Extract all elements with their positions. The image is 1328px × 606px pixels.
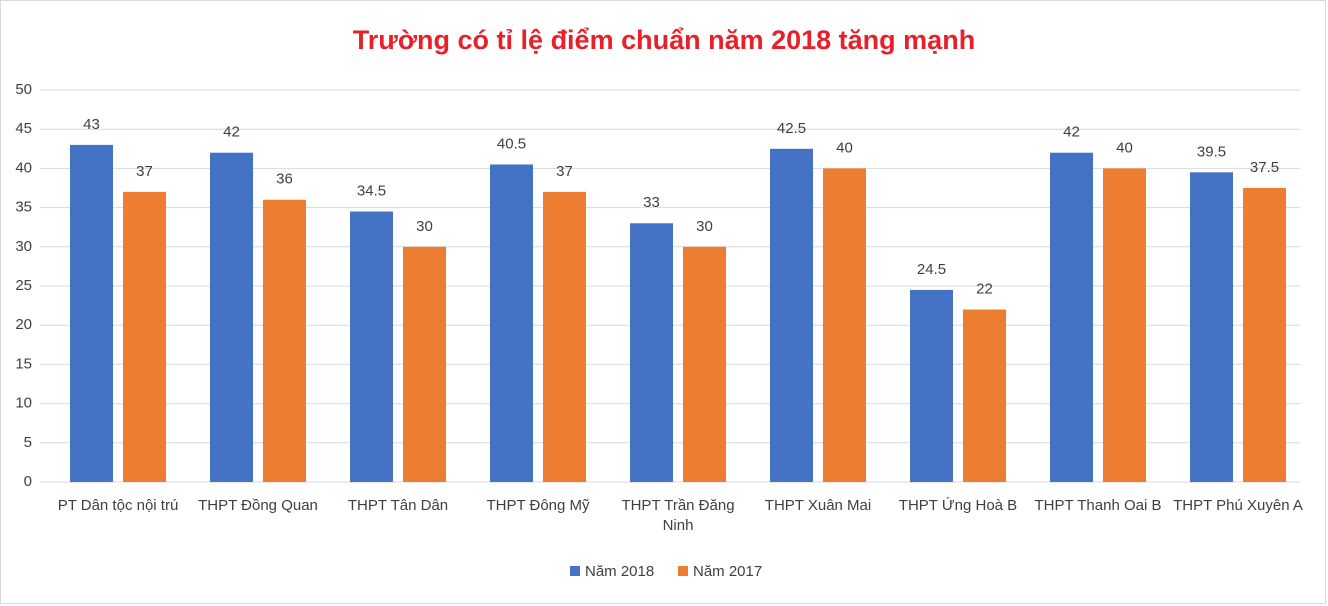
- bar: [1050, 152, 1093, 482]
- legend-label: Năm 2018: [585, 563, 654, 580]
- bar: [770, 148, 813, 483]
- value-label: 37.5: [1250, 159, 1279, 176]
- chart-title: Trường có tỉ lệ điểm chuẩn năm 2018 tăng…: [353, 25, 975, 55]
- value-label: 33: [643, 194, 660, 211]
- bar: [963, 309, 1006, 482]
- y-tick-label: 40: [15, 159, 32, 176]
- bar: [70, 144, 113, 482]
- bar: [910, 289, 953, 482]
- x-tick-label: THPT Xuân Mai: [764, 497, 872, 514]
- x-tick-label: THPT Phú Xuyên A: [1173, 497, 1303, 514]
- legend-swatch: [678, 566, 688, 576]
- value-label: 42: [223, 124, 240, 141]
- value-label: 22: [976, 280, 993, 297]
- bar: [1190, 172, 1233, 482]
- value-label: 40.5: [497, 135, 526, 152]
- x-tick-label: THPT Tân Dân: [347, 497, 449, 514]
- value-label: 40: [1116, 139, 1133, 156]
- y-tick-label: 50: [15, 81, 32, 98]
- bar: [490, 164, 533, 483]
- bar: [1103, 168, 1146, 482]
- value-label: 34.5: [357, 182, 386, 199]
- value-label: 43: [83, 116, 100, 133]
- bar: [263, 199, 306, 482]
- value-label: 42.5: [777, 120, 806, 137]
- x-tick-label: THPT Thanh Oai B: [1034, 497, 1162, 514]
- bar: [683, 246, 726, 482]
- y-tick-label: 0: [24, 473, 32, 490]
- value-label: 30: [416, 218, 433, 235]
- x-tick-label: THPT Trần Đăng Ninh: [621, 497, 735, 534]
- legend-label: Năm 2017: [693, 563, 762, 580]
- bar: [1243, 188, 1286, 482]
- y-tick-label: 30: [15, 238, 32, 255]
- bar: [823, 168, 866, 482]
- bar: [123, 191, 166, 483]
- bar: [403, 246, 446, 482]
- bar: [210, 152, 253, 482]
- value-label: 36: [276, 171, 293, 188]
- value-label: 40: [836, 139, 853, 156]
- x-tick-label: THPT Ứng Hoà B: [898, 497, 1018, 514]
- y-tick-label: 10: [15, 395, 32, 412]
- x-tick-label: PT Dân tộc nội trú: [57, 497, 179, 514]
- value-label: 37: [136, 163, 153, 180]
- value-label: 39.5: [1197, 143, 1226, 160]
- value-label: 37: [556, 163, 573, 180]
- bar: [350, 211, 393, 482]
- y-tick-label: 20: [15, 316, 32, 333]
- y-tick-label: 5: [24, 434, 32, 451]
- bar: [543, 191, 586, 483]
- y-tick-label: 45: [15, 120, 32, 137]
- bar: [630, 223, 673, 482]
- x-tick-label: THPT Đồng Quan: [198, 497, 318, 514]
- y-tick-label: 35: [15, 199, 32, 216]
- value-label: 30: [696, 218, 713, 235]
- value-label: 24.5: [917, 261, 946, 278]
- value-label: 42: [1063, 124, 1080, 141]
- y-tick-label: 15: [15, 355, 32, 372]
- x-tick-label: THPT Đông Mỹ: [486, 497, 590, 514]
- legend-swatch: [570, 566, 580, 576]
- y-tick-label: 25: [15, 277, 32, 294]
